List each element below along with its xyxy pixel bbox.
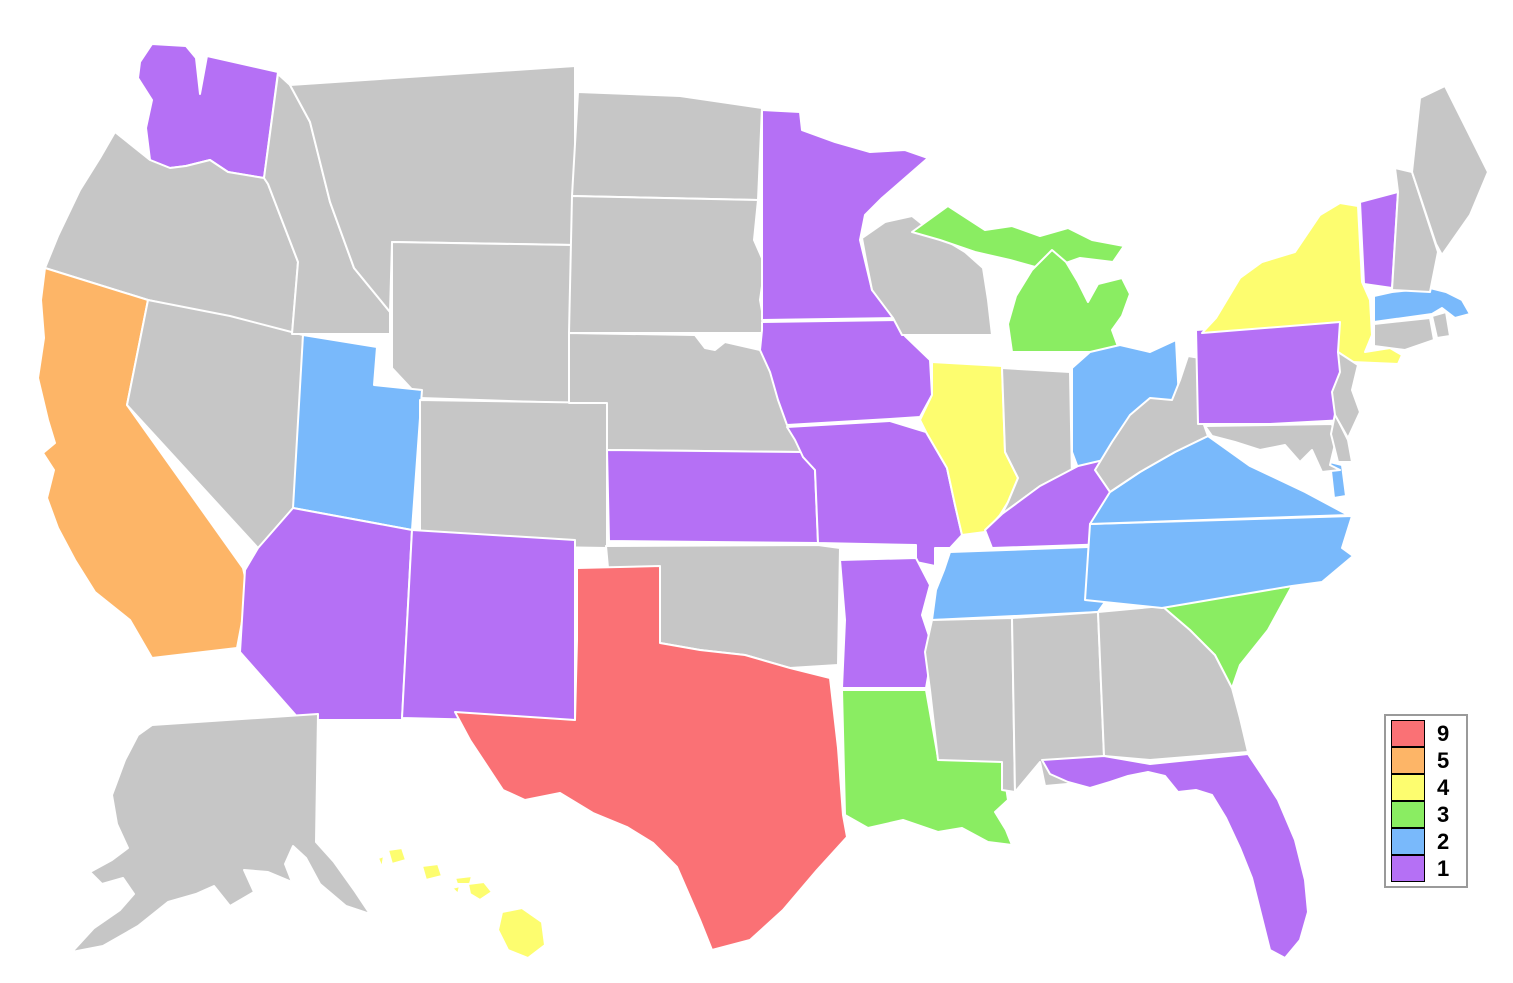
legend-row: 3 (1391, 800, 1466, 828)
state-arizona[interactable] (239, 507, 413, 721)
state-massachusetts[interactable] (1373, 287, 1471, 323)
state-hawaii[interactable] (467, 881, 493, 901)
legend-row: 2 (1391, 827, 1466, 855)
state-rhode-island[interactable] (1431, 311, 1451, 339)
state-texas[interactable] (454, 565, 848, 951)
state-hawaii[interactable] (497, 907, 546, 959)
state-colorado[interactable] (419, 399, 608, 549)
state-kansas[interactable] (606, 449, 819, 544)
legend-value-label: 5 (1437, 748, 1450, 773)
legend-row: 5 (1391, 746, 1466, 774)
state-michigan[interactable] (911, 205, 1125, 271)
state-hawaii[interactable] (451, 885, 461, 895)
legend-row: 1 (1391, 854, 1466, 882)
legend-value-label: 4 (1437, 775, 1450, 800)
state-wisconsin[interactable] (861, 215, 993, 336)
state-south-carolina[interactable] (1161, 585, 1293, 689)
state-new-mexico[interactable] (401, 529, 576, 723)
state-hawaii[interactable] (387, 847, 407, 865)
state-wyoming[interactable] (391, 241, 573, 404)
state-north-carolina[interactable] (1084, 515, 1354, 609)
state-hawaii[interactable] (421, 863, 443, 881)
legend-row: 4 (1391, 773, 1466, 801)
state-arkansas[interactable] (839, 557, 934, 689)
state-maine[interactable] (1411, 85, 1489, 256)
legend-row: 9 (1391, 719, 1466, 747)
state-hawaii[interactable] (377, 855, 385, 869)
state-montana[interactable] (289, 65, 576, 313)
state-alaska[interactable] (71, 713, 371, 953)
state-new-jersey[interactable] (1331, 351, 1361, 439)
state-north-dakota[interactable] (571, 91, 763, 201)
state-hawaii[interactable] (454, 875, 473, 885)
state-new-york[interactable] (1201, 202, 1403, 365)
state-california[interactable] (37, 267, 249, 659)
legend-swatch (1391, 719, 1425, 747)
state-michigan[interactable] (1007, 249, 1131, 353)
legend-value-label: 9 (1437, 721, 1450, 746)
state-south-dakota[interactable] (568, 195, 767, 334)
state-washington[interactable] (137, 43, 279, 179)
legend-swatch (1391, 854, 1425, 882)
legend-swatch (1391, 746, 1425, 774)
legend-value-label: 3 (1437, 802, 1450, 827)
state-connecticut[interactable] (1373, 317, 1435, 351)
legend-swatch (1391, 773, 1425, 801)
legend-value-label: 1 (1437, 856, 1450, 881)
legend-value-label: 2 (1437, 829, 1450, 854)
legend-swatch (1391, 800, 1425, 828)
state-florida[interactable] (1041, 753, 1309, 959)
legend-swatch (1391, 827, 1425, 855)
state-pennsylvania[interactable] (1195, 319, 1346, 425)
